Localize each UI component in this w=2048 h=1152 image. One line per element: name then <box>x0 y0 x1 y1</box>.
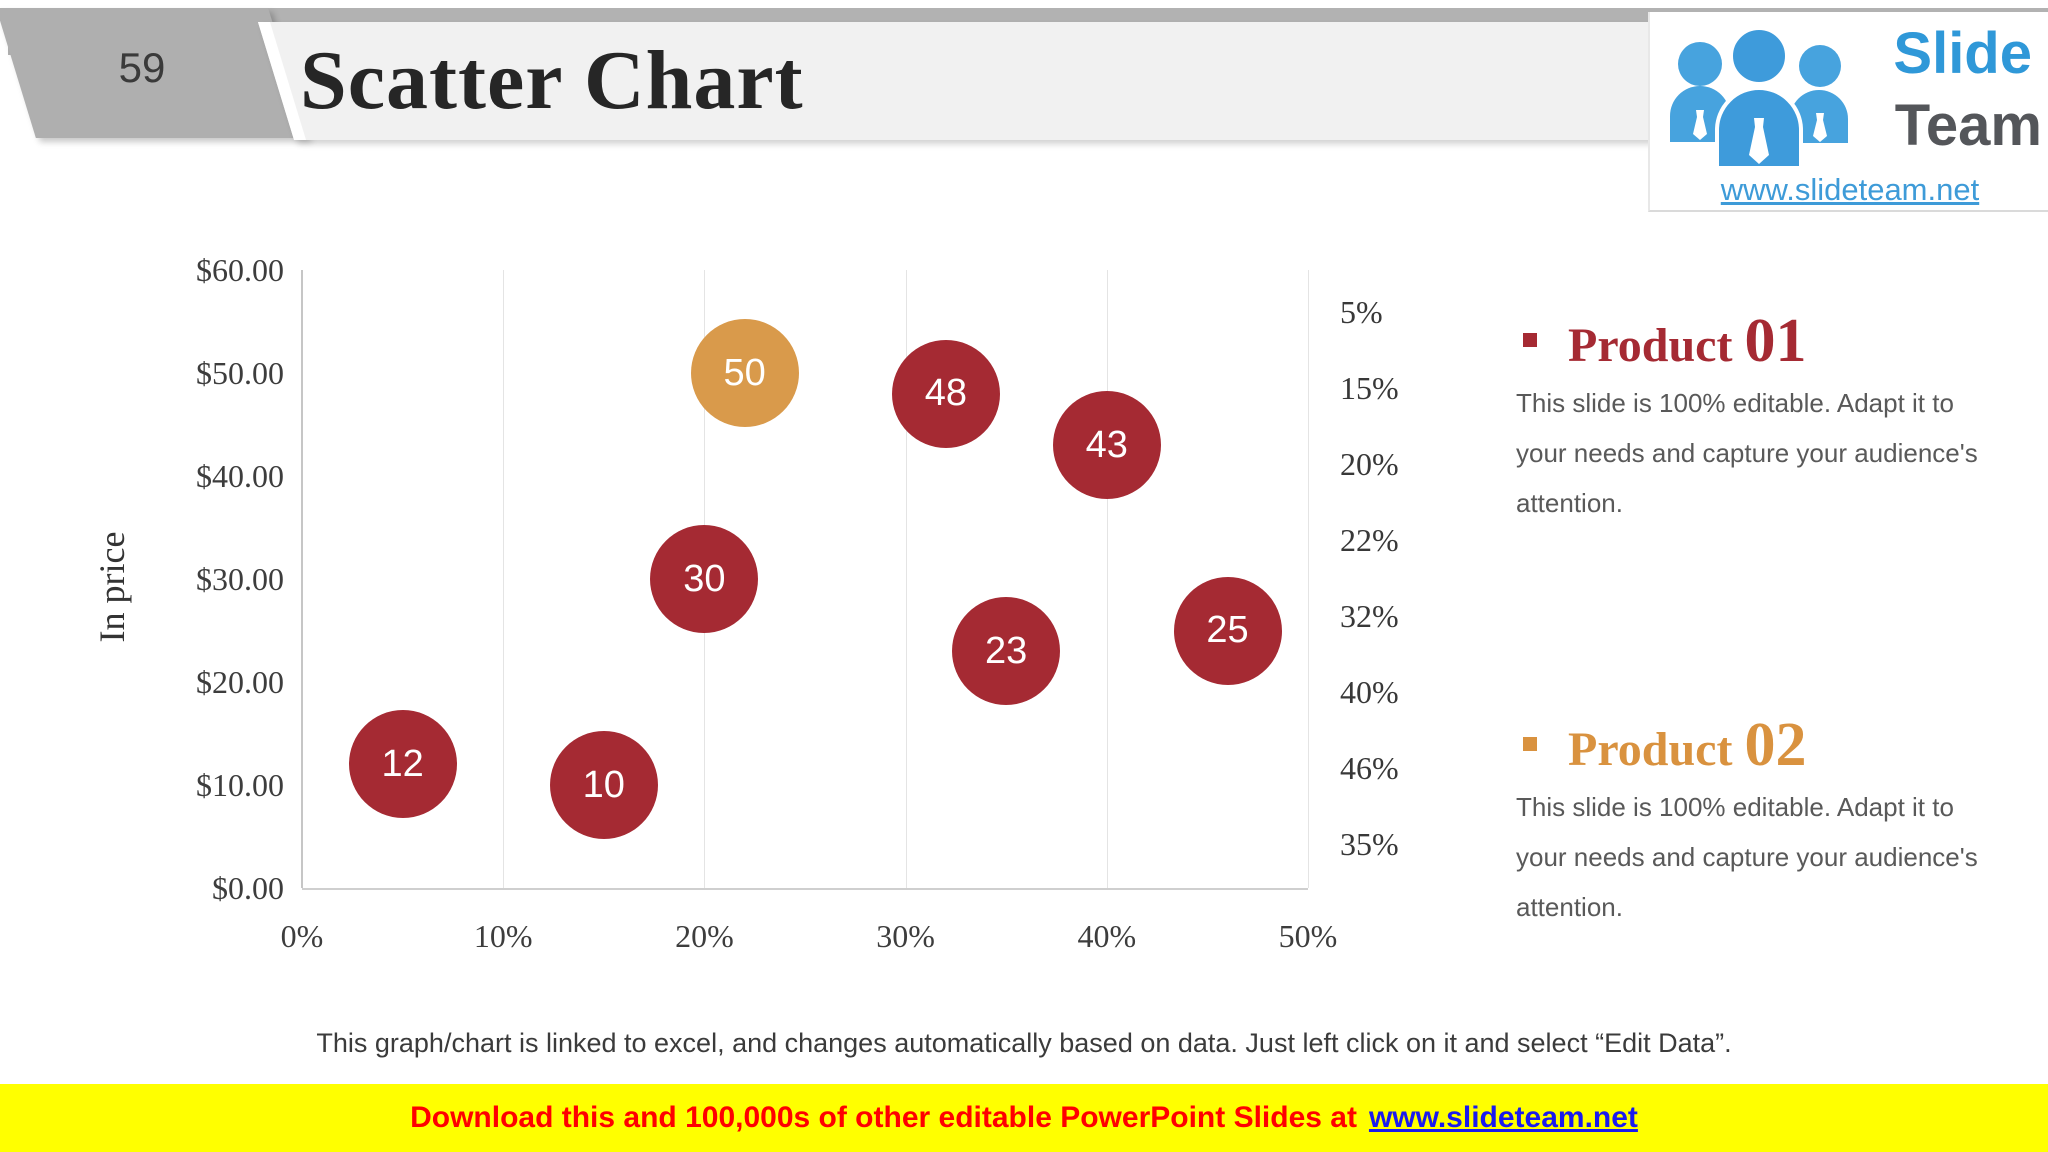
y-tick-label: $30.00 <box>196 561 284 597</box>
y-tick-label: $60.00 <box>196 252 284 288</box>
data-bubble: 10 <box>549 731 658 839</box>
data-bubble: 43 <box>1052 391 1161 500</box>
percent-value: 22% <box>1340 522 1399 558</box>
percent-value: 40% <box>1340 674 1399 710</box>
data-bubble: 25 <box>1173 576 1282 685</box>
x-tick-label: 40% <box>1077 918 1137 954</box>
logo-url-link[interactable]: www.slideteam.net <box>1720 172 1980 207</box>
x-axis-line <box>302 888 1308 890</box>
percent-value: 35% <box>1340 826 1399 862</box>
legend-title-product-01: Product 01 <box>1568 306 1806 375</box>
data-bubble: 23 <box>952 597 1061 706</box>
y-tick-label: $20.00 <box>196 664 284 700</box>
x-tick-label: 30% <box>876 918 935 954</box>
logo-word-team: Team <box>1894 93 2042 158</box>
legend-title-word: Product <box>1568 723 1745 776</box>
data-bubble: 48 <box>891 339 1000 448</box>
data-bubble: 12 <box>348 710 457 819</box>
legend-title-number: 02 <box>1744 711 1807 779</box>
data-bubble: 50 <box>690 319 799 427</box>
y-tick-label: $10.00 <box>196 767 284 803</box>
slide-number: 59 <box>118 44 166 91</box>
x-tick-label: 10% <box>473 918 533 954</box>
y-tick-label: $50.00 <box>196 355 284 391</box>
x-tick-label: 20% <box>675 918 734 954</box>
banner-text: Download this and 100,000s of other edit… <box>410 1101 1357 1134</box>
gridline <box>1106 270 1108 888</box>
percent-value: 5% <box>1340 294 1383 330</box>
legend-title-number: 01 <box>1744 307 1807 375</box>
data-bubble: 30 <box>650 525 759 633</box>
percent-value: 32% <box>1340 598 1399 634</box>
legend-title-product-02: Product 02 <box>1568 710 1806 779</box>
y-tick-label: $40.00 <box>196 458 284 494</box>
download-banner: Download this and 100,000s of other edit… <box>0 1084 2048 1152</box>
x-tick-label: 0% <box>280 918 324 954</box>
page-title: Scatter Chart <box>300 34 804 127</box>
legend-body-product-01: This slide is 100% editable. Adapt it to… <box>1516 388 1978 518</box>
percent-value: 46% <box>1340 750 1399 786</box>
legend-bullet-product-02 <box>1523 737 1537 751</box>
logo-word-slide: Slide <box>1893 21 2032 86</box>
gridline <box>905 270 907 888</box>
gridline <box>503 270 505 888</box>
percent-value: 15% <box>1340 370 1399 406</box>
y-tick-label: $0.00 <box>212 870 284 906</box>
gridline <box>1308 270 1309 888</box>
legend-title-word: Product <box>1568 319 1745 372</box>
edit-data-footnote: This graph/chart is linked to excel, and… <box>316 1028 1732 1058</box>
y-axis-line <box>301 270 303 888</box>
percent-value: 20% <box>1340 446 1399 482</box>
people-icon <box>1670 26 1848 170</box>
legend-body-product-02: This slide is 100% editable. Adapt it to… <box>1516 792 1978 922</box>
x-tick-label: 50% <box>1278 918 1338 954</box>
slideteam-logo: Slide Team www.slideteam.net <box>1648 12 2048 212</box>
legend-bullet-product-01 <box>1523 333 1537 347</box>
banner-url-link[interactable]: www.slideteam.net <box>1368 1101 1638 1134</box>
